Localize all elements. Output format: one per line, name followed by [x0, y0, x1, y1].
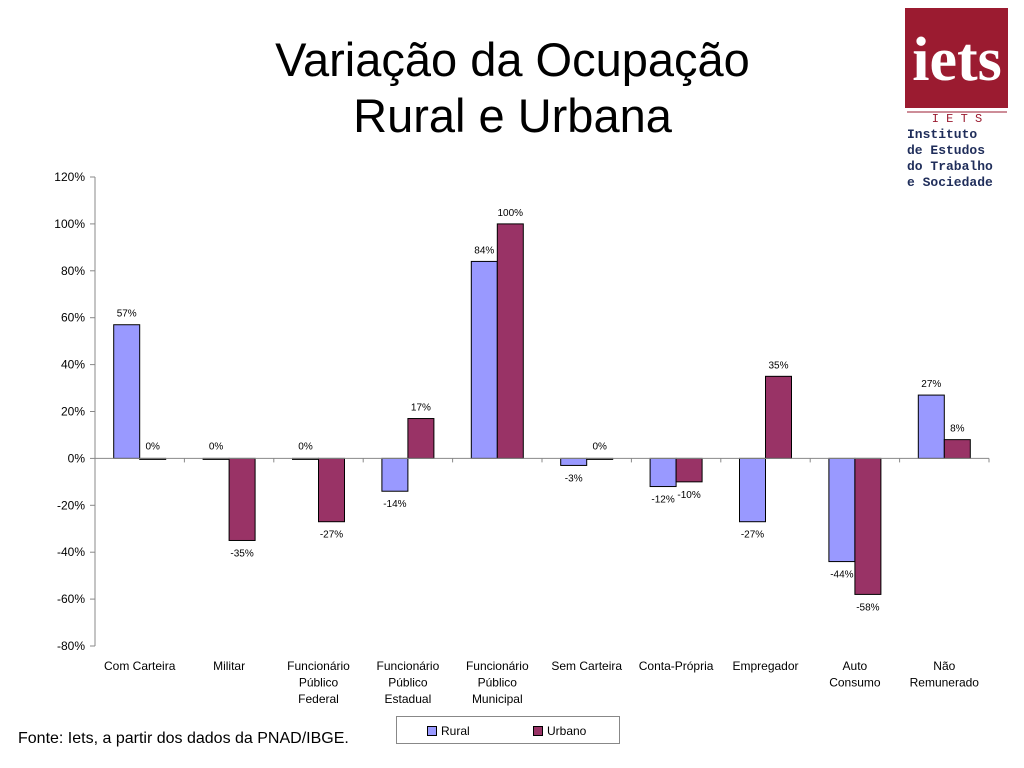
bar-rural — [828, 457, 856, 563]
data-label-rural: -3% — [565, 473, 583, 484]
y-tick-label: -20% — [57, 498, 85, 512]
x-tick-label: Empregador — [732, 659, 798, 673]
data-label-urbano: 35% — [768, 360, 788, 371]
data-label-rural: -12% — [651, 495, 674, 506]
data-label-urbano: 100% — [498, 208, 524, 219]
bar-urbano — [496, 223, 524, 459]
bar-rural — [113, 324, 141, 459]
y-tick-label: 60% — [61, 311, 85, 325]
y-tick-label: -60% — [57, 592, 85, 606]
y-tick-label: 0% — [68, 451, 86, 465]
data-label-urbano: 8% — [950, 424, 965, 435]
title-line-2: Rural e Urbana — [353, 89, 672, 142]
logo-block — [905, 8, 1008, 108]
x-tick-label: Funcionário Público Estadual — [377, 659, 440, 706]
bar-urbano — [675, 457, 703, 483]
chart-legend: Rural Urbano — [396, 716, 620, 744]
bar-urbano — [318, 457, 345, 523]
x-tick-label: Militar — [213, 659, 245, 673]
bar-rural — [917, 394, 945, 459]
data-label-urbano: 17% — [411, 403, 431, 414]
data-label-rural: 84% — [474, 245, 494, 256]
logo-abbr: I E T S — [932, 112, 982, 126]
data-label-rural: 57% — [117, 309, 137, 320]
logo-line-2: de Estudos — [907, 143, 985, 158]
x-tick-label: Auto Consumo — [829, 659, 881, 690]
legend-label-rural: Rural — [441, 724, 470, 738]
bar-rural — [560, 457, 588, 466]
data-label-rural: -44% — [830, 570, 853, 581]
data-label-rural: 27% — [921, 379, 941, 390]
bar-urbano — [407, 418, 435, 459]
x-tick-label: Sem Carteira — [551, 659, 622, 673]
data-label-rural: -14% — [383, 499, 406, 510]
logo-line-3: do Trabalho — [907, 159, 993, 174]
x-tick-label: Funcionário Público Federal — [287, 659, 350, 706]
y-tick-label: 20% — [61, 405, 85, 419]
x-tick-label: Não Remunerado — [910, 659, 980, 690]
y-tick-label: 100% — [54, 217, 85, 231]
legend-item-rural: Rural — [427, 724, 470, 738]
x-tick-label: Funcionário Público Municipal — [466, 659, 529, 706]
y-tick-label: -40% — [57, 545, 85, 559]
bar-rural — [381, 457, 409, 492]
data-label-rural: -27% — [741, 530, 764, 541]
bar-urbano — [765, 375, 792, 459]
legend-swatch-urbano — [533, 726, 543, 736]
legend-label-urbano: Urbano — [547, 724, 587, 738]
bar-urbano — [228, 457, 256, 541]
data-label-rural: 0% — [298, 441, 313, 452]
source-note: Fonte: Iets, a partir dos dados da PNAD/… — [18, 730, 349, 747]
bar-urbano — [854, 457, 882, 595]
data-label-urbano: 0% — [145, 441, 160, 452]
logo-line-4: e Sociedade — [907, 175, 993, 190]
logo-line-1: Instituto — [907, 127, 977, 142]
y-tick-label: 40% — [61, 358, 85, 372]
bar-rural — [739, 457, 766, 523]
bar-urbano — [943, 439, 971, 459]
x-tick-label: Com Carteira — [104, 659, 176, 673]
data-label-urbano: -10% — [677, 490, 700, 501]
data-label-urbano: -27% — [320, 530, 343, 541]
logo-mark: iets — [912, 26, 1002, 94]
legend-swatch-rural — [427, 726, 437, 736]
data-label-urbano: -35% — [230, 548, 253, 559]
title-line-1: Variação da Ocupação — [275, 33, 750, 86]
bar-rural — [470, 260, 498, 459]
data-label-urbano: -58% — [856, 602, 879, 613]
legend-item-urbano: Urbano — [533, 724, 586, 738]
bar-rural — [649, 457, 677, 488]
data-label-urbano: 0% — [592, 441, 607, 452]
iets-logo: iets I E T S Instituto de Estudos do Tra… — [905, 8, 1008, 190]
page-title: Variação da Ocupação Rural e Urbana — [150, 32, 875, 144]
y-tick-label: 80% — [61, 264, 85, 278]
x-tick-label: Conta-Própria — [639, 659, 714, 673]
y-tick-label: -80% — [57, 639, 85, 653]
data-label-rural: 0% — [209, 441, 224, 452]
y-tick-label: 120% — [54, 170, 85, 184]
